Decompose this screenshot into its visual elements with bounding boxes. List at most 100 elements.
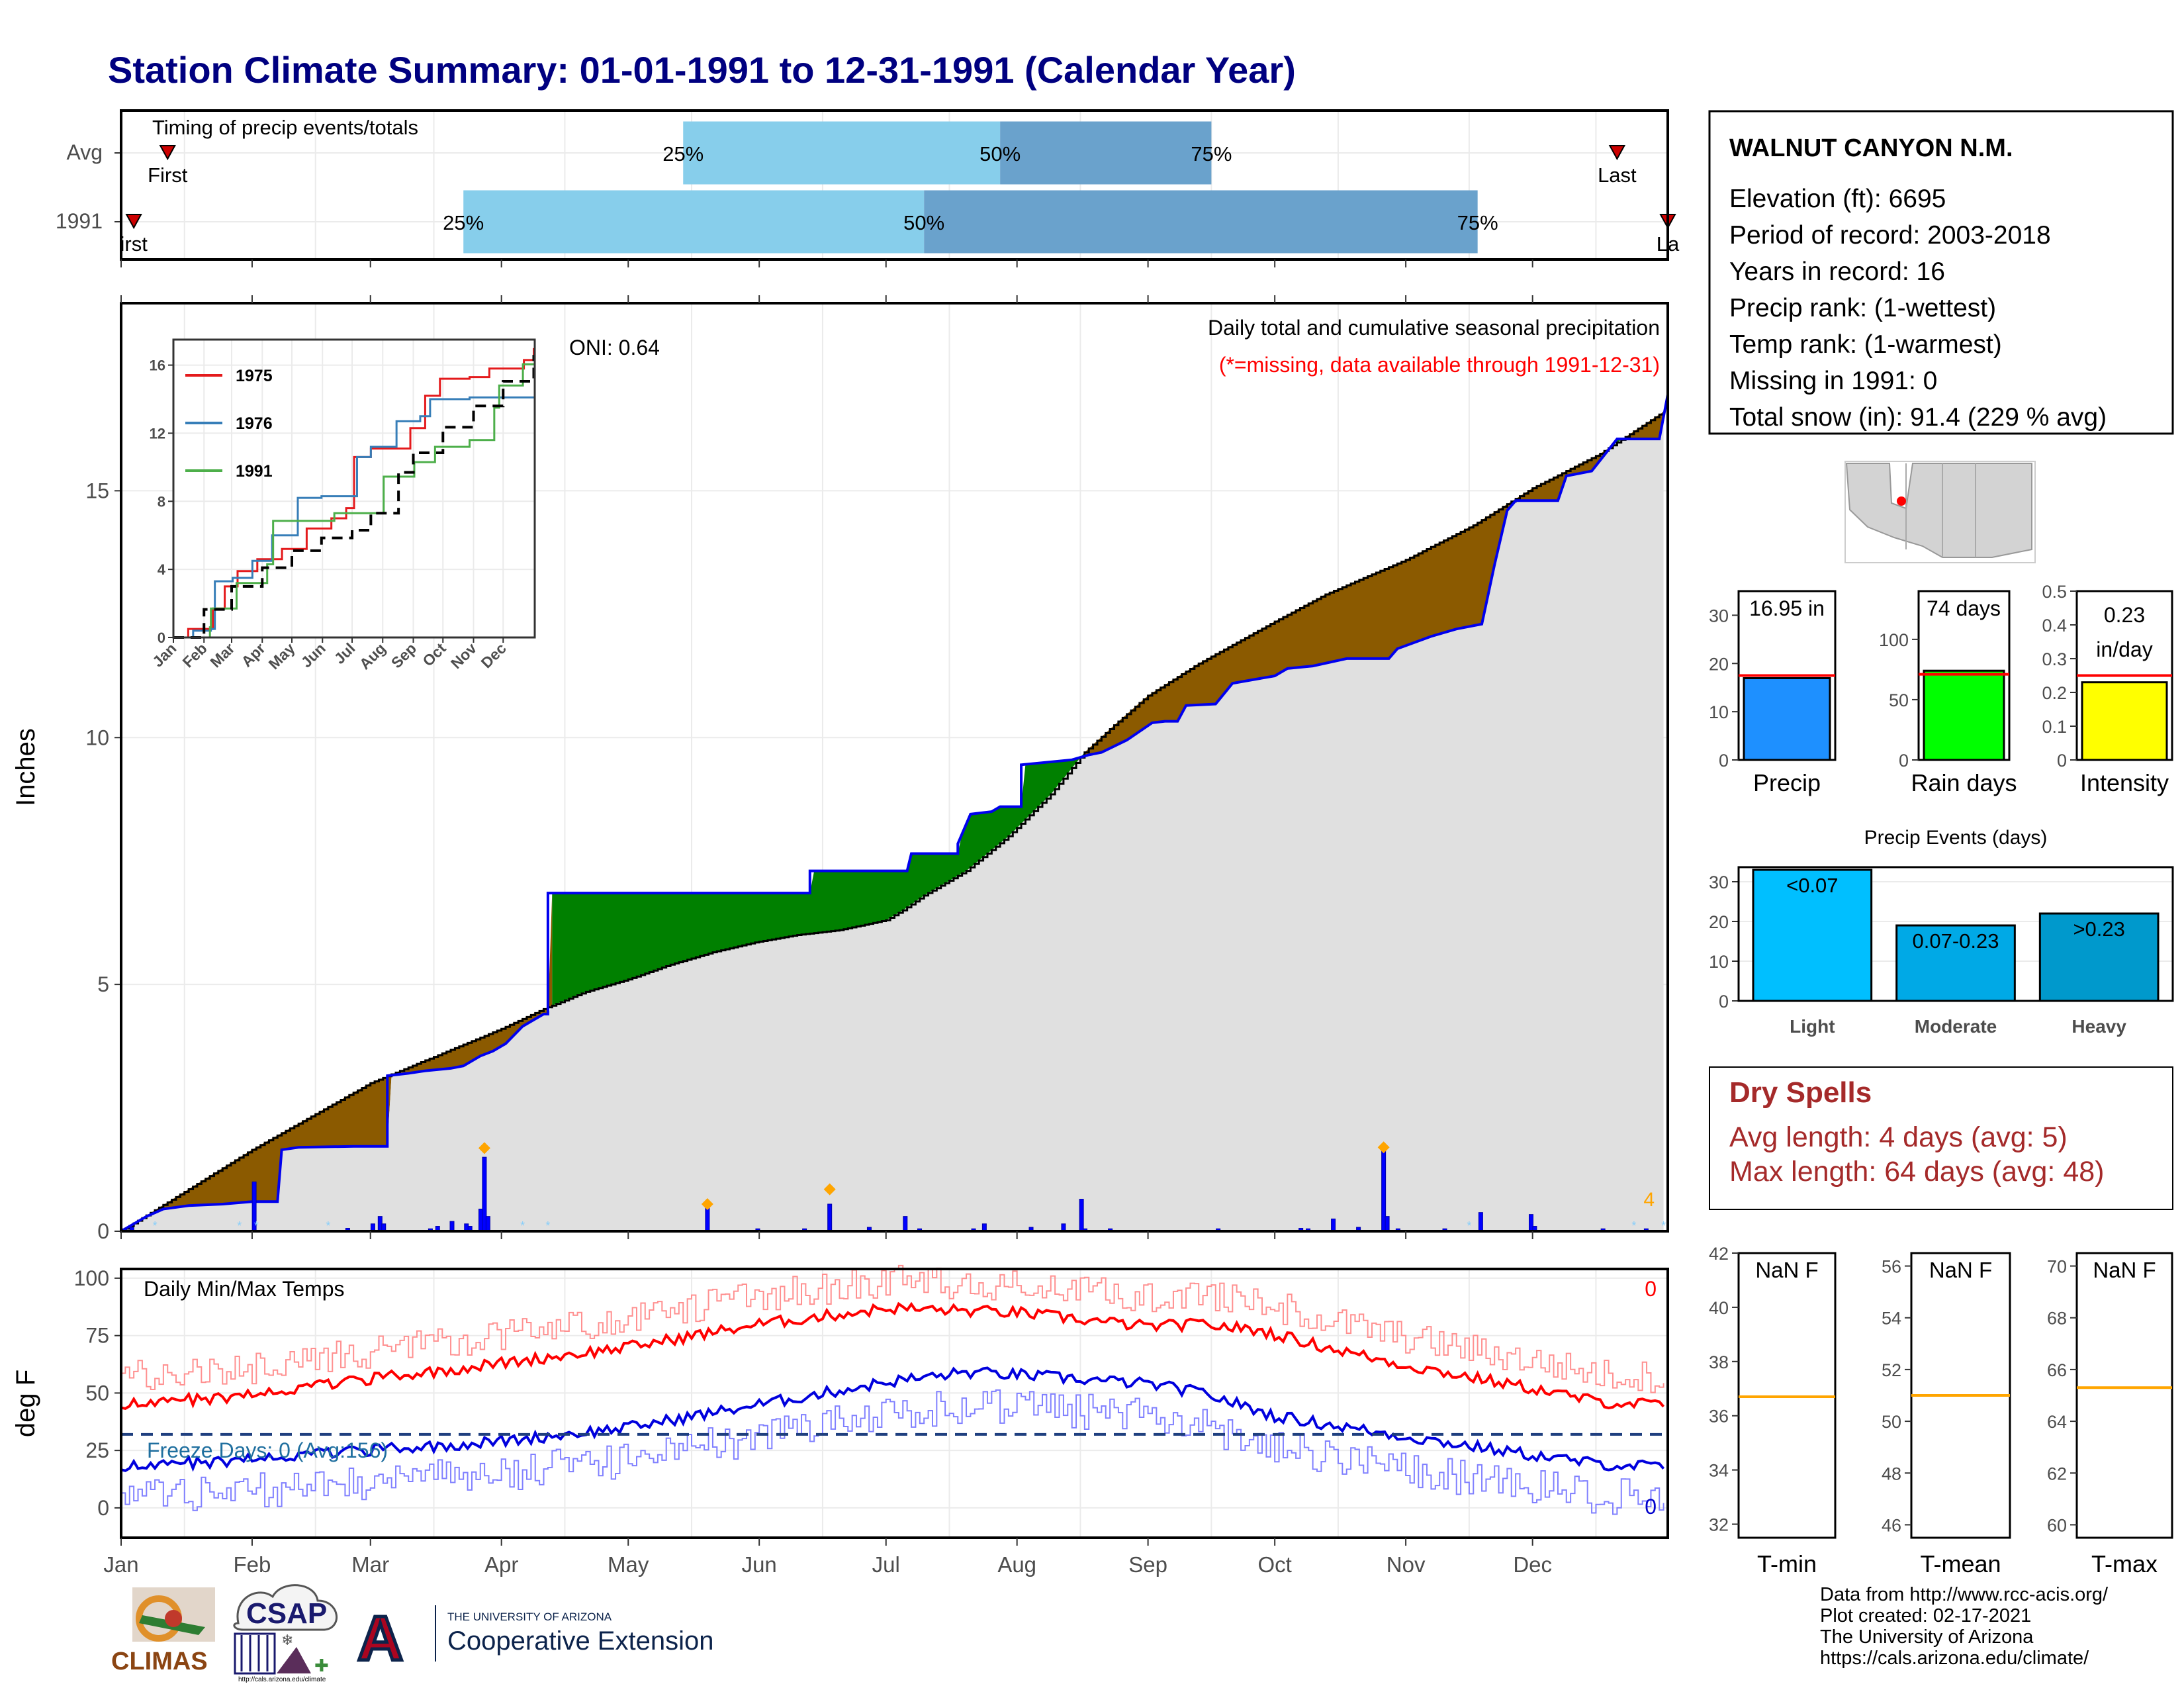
heavy-event-marker [478, 1142, 490, 1154]
university-of-arizona-logo: A THE UNIVERSITY OF ARIZONA Cooperative … [356, 1602, 714, 1676]
y-tick-label: 75 [85, 1324, 109, 1348]
last-event-label: Last [1598, 164, 1637, 187]
inset-y-tick-label: 12 [150, 425, 165, 442]
station-line: Elevation (ft): 6695 [1729, 185, 1946, 213]
precip-chart-subtitle: (*=missing, data available through 1991-… [1219, 353, 1660, 377]
y-tick-label: 60 [2047, 1515, 2067, 1535]
cactus-icon: ✚ [314, 1656, 329, 1675]
dry-spells-max: Max length: 64 days (avg: 48) [1729, 1156, 2104, 1188]
csap-url: http://cals.arizona.edu/climate [238, 1676, 326, 1683]
snow-icon: * [520, 1219, 525, 1233]
summary-bar [1743, 677, 1831, 761]
daily-precip-bar [1478, 1212, 1483, 1232]
y-tick-label: 0 [1899, 751, 1909, 771]
month-label: Oct [1258, 1552, 1292, 1577]
snow-icon: * [1631, 1219, 1636, 1233]
temp-rank-frame [2075, 1252, 2173, 1539]
month-label: Jun [742, 1552, 777, 1577]
freeze-days-label: Freeze Days: 0 (Avg:156) [147, 1438, 388, 1462]
map-arizona-region [1845, 463, 2032, 558]
y-tick-label: 50 [85, 1381, 109, 1405]
summary-bar [2081, 681, 2168, 761]
y-tick-label: 20 [1709, 912, 1729, 932]
timing-plot-frame [120, 109, 1669, 261]
station-name: WALNUT CANYON N.M. [1729, 134, 2013, 162]
y-tick-label: 20 [1709, 654, 1729, 674]
station-location-marker [1897, 496, 1906, 506]
station-line: Total snow (in): 91.4 (229 % avg) [1729, 403, 2107, 432]
snow-icon: * [326, 1219, 330, 1233]
summary-bar-category: Rain days [1911, 769, 2017, 796]
timing-pct-label: 75% [1191, 142, 1232, 165]
y-tick-label: 64 [2047, 1412, 2067, 1432]
events-chart-title: Precip Events (days) [1864, 827, 2048, 849]
average-max-temp-line [120, 1301, 1665, 1411]
y-tick-label: 52 [1882, 1360, 1901, 1380]
footer-line: Plot created: 02-17-2021 [1820, 1605, 2031, 1626]
y-tick-label: 48 [1882, 1464, 1901, 1483]
y-tick-label: 46 [1882, 1515, 1901, 1535]
timing-bar-25-50 [683, 121, 1001, 185]
inset-legend-label: 1991 [236, 462, 273, 481]
month-label: Apr [484, 1552, 518, 1577]
y-tick-label: 56 [1882, 1257, 1901, 1277]
precip-chart-title: Daily total and cumulative seasonal prec… [1208, 316, 1660, 340]
y-tick-label: 0 [97, 1219, 109, 1243]
inset-legend-label: 1975 [236, 367, 273, 385]
events-bar [2038, 912, 2160, 1002]
inset-y-tick-label: 0 [158, 630, 165, 646]
dry-spells-box: Dry Spells Avg length: 4 days (avg: 5) M… [1709, 1066, 2173, 1210]
inset-y-tick-label: 16 [150, 357, 165, 374]
summary-bar-value: 16.95 in [1749, 596, 1825, 620]
y-tick-label: 0 [1719, 992, 1729, 1011]
station-line: Precip rank: (1-wettest) [1729, 294, 1996, 322]
climas-logo-text: CLIMAS [111, 1648, 208, 1675]
observed-cumulative-line [120, 394, 1669, 1233]
average-min-temp-line [120, 1366, 1665, 1472]
y-tick-label: 25 [85, 1438, 109, 1462]
temp-rank-category: T-min [1757, 1550, 1817, 1577]
events-bar [1895, 924, 2016, 1002]
summary-bar-value: 0.23 in/day [2096, 603, 2152, 661]
inset-y-tick-label: 8 [158, 493, 165, 510]
record-high-max-line [121, 1264, 1664, 1393]
events-plot-frame [1737, 866, 2174, 1002]
timing-row-label: 1991 [56, 209, 103, 233]
station-line: Temp rank: (1-warmest) [1729, 330, 2002, 359]
month-label: Sep [1128, 1552, 1167, 1577]
events-category: Heavy [2071, 1016, 2126, 1037]
y-tick-label: 62 [2047, 1464, 2067, 1483]
timing-bar-50-75 [1000, 121, 1212, 185]
daily-precip-bar [1385, 1216, 1390, 1232]
timing-title: Timing of precip events/totals [152, 116, 418, 139]
temp-chart-title: Daily Min/Max Temps [144, 1277, 344, 1301]
events-category: Light [1790, 1016, 1835, 1037]
cumulative-below-area [121, 416, 1664, 1232]
footer-credits: Data from http://www.rcc-acis.org/ Plot … [1820, 1584, 2109, 1669]
surplus-area [552, 752, 1085, 1006]
y-tick-label: 15 [85, 479, 109, 502]
y-tick-label: 70 [2047, 1257, 2067, 1277]
y-tick-label: 30 [1709, 606, 1729, 626]
timing-pct-label: 75% [1457, 211, 1498, 234]
inset-series-line [173, 396, 534, 639]
inset-series-line [173, 348, 535, 639]
temp-plot-frame [120, 1268, 1669, 1539]
snow-icon: * [254, 1219, 259, 1233]
heavy-event-marker [701, 1197, 713, 1210]
timing-pct-label: 25% [662, 142, 704, 165]
timing-pct-label: 25% [443, 211, 484, 234]
y-tick-label: 100 [1879, 630, 1909, 650]
snow-icon: * [153, 1219, 158, 1233]
csap-logo-text: CSAP [246, 1597, 327, 1630]
csap-logo: CSAP ❄ ✚ http://cals.arizona.edu/climate [233, 1584, 338, 1683]
precip-panel: 0 5 10 15 Inches * * * * * * * * * Daily total and cum… [11, 295, 1669, 1243]
summary-bar [1923, 669, 2005, 761]
locator-map [1844, 461, 2036, 563]
y-tick-label: 30 [1709, 872, 1729, 892]
station-line: Years in record: 16 [1729, 258, 1945, 286]
y-tick-label: 100 [74, 1266, 109, 1290]
first-event-label: irst [120, 232, 148, 256]
